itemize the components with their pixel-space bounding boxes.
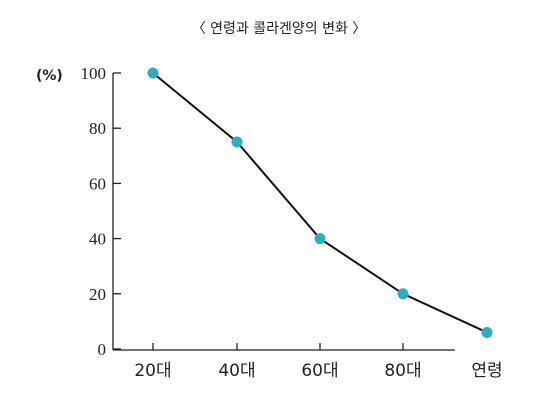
x-tick-label: 20대 bbox=[134, 361, 171, 381]
y-axis-ticks: 0 20 40 60 80 100 bbox=[81, 64, 121, 359]
y-tick-label: 100 bbox=[81, 64, 107, 83]
x-tick-label: 80대 bbox=[384, 361, 421, 381]
data-point bbox=[481, 326, 493, 338]
y-tick-label: 40 bbox=[89, 230, 106, 249]
axes bbox=[112, 73, 455, 351]
series-line bbox=[152, 72, 488, 334]
y-tick-label: 60 bbox=[89, 174, 106, 193]
x-tick-label: 40대 bbox=[218, 361, 255, 381]
data-points bbox=[147, 67, 493, 338]
y-axis-unit-label: (%) bbox=[36, 68, 63, 84]
y-tick-label: 0 bbox=[98, 340, 107, 359]
y-tick-label: 80 bbox=[89, 119, 106, 138]
x-axis-label: 연령 bbox=[471, 361, 502, 381]
chart-title: 〈 연령과 콜라겐양의 변화 〉 bbox=[192, 21, 367, 37]
data-point bbox=[147, 67, 159, 79]
data-point bbox=[231, 136, 243, 148]
x-axis-ticks: 20대 40대 60대 80대 연령 bbox=[134, 343, 503, 381]
y-tick-label: 20 bbox=[89, 285, 106, 304]
data-point bbox=[397, 288, 409, 300]
x-tick-label: 60대 bbox=[301, 361, 338, 381]
data-point bbox=[314, 233, 326, 245]
